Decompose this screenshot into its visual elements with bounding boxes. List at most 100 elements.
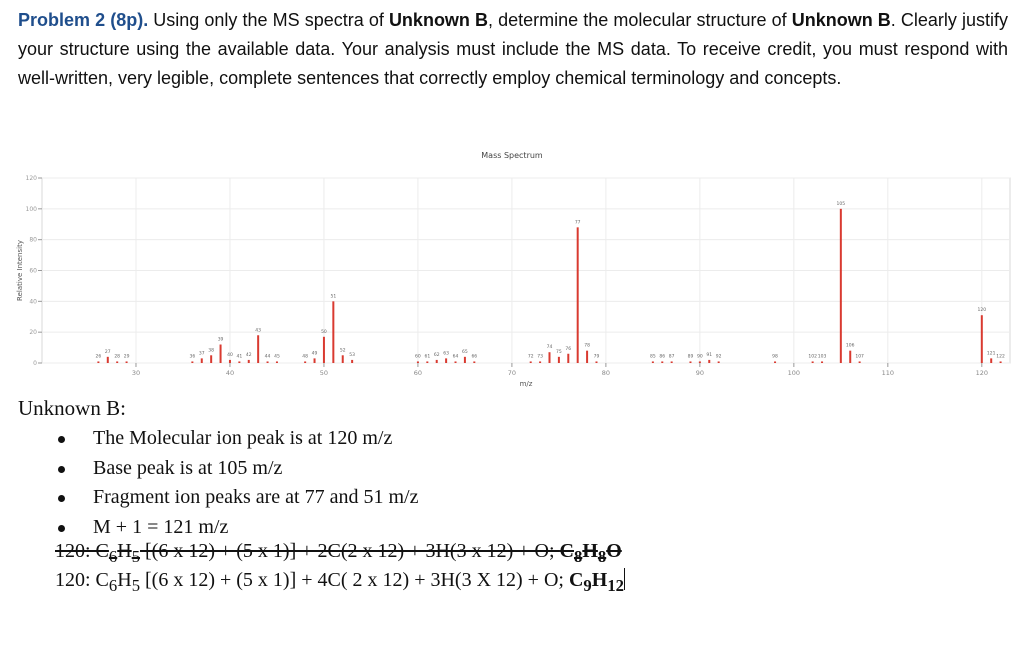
peak-bar [351, 359, 354, 363]
peak-label: 48 [302, 353, 308, 359]
peak-bar [228, 359, 231, 363]
formula-sub: 9 [583, 576, 592, 595]
y-tick-label: 80 [29, 237, 37, 244]
peak-label: 86 [659, 353, 665, 359]
x-tick-label: 110 [882, 369, 894, 377]
peak-bar [689, 361, 692, 363]
peak-bar [708, 359, 711, 363]
peak-label: 105 [837, 201, 846, 207]
peak-bar [445, 358, 448, 363]
peak-bar [332, 301, 335, 363]
peak-bar [97, 361, 100, 363]
y-tick-label: 40 [29, 298, 37, 305]
peak-bar [313, 358, 316, 363]
peak-bar [191, 361, 194, 363]
peak-label: 61 [424, 353, 430, 359]
y-tick-label: 100 [26, 206, 38, 213]
list-item: Fragment ion peaks are at 77 and 51 m/z [58, 483, 418, 513]
peak-bar [858, 361, 861, 363]
peak-label: 87 [669, 353, 675, 359]
peak-bar [426, 361, 429, 363]
peak-label: 53 [349, 352, 355, 358]
problem-text-2: , determine the molecular structure of [488, 10, 792, 30]
peak-label: 41 [236, 353, 242, 359]
x-tick-label: 60 [414, 369, 422, 377]
peak-bar [238, 361, 241, 363]
observation-list: The Molecular ion peak is at 120 m/z Bas… [58, 424, 418, 542]
peak-label: 28 [114, 353, 120, 359]
peak-label: 74 [547, 344, 553, 350]
peak-bar [774, 361, 777, 363]
peak-label: 62 [434, 352, 440, 358]
peak-label: 106 [846, 343, 855, 349]
formula-sub: 8 [597, 547, 607, 566]
peak-label: 45 [274, 353, 280, 359]
peak-label: 39 [218, 337, 224, 343]
peak-label: 40 [227, 352, 233, 358]
peak-bar [463, 356, 466, 363]
peak-bar [200, 358, 203, 363]
peak-bar [435, 359, 438, 363]
peak-label: 120 [978, 307, 987, 313]
final-formula-line: 120: C6H5 [(6 x 12) + (5 x 1)] + 4C( 2 x… [55, 568, 625, 596]
peak-bar [116, 361, 119, 363]
formula-sub: 5 [131, 576, 141, 595]
peak-label: 65 [462, 349, 468, 355]
peak-bar [821, 361, 824, 363]
peak-bar [416, 361, 419, 363]
formula-sub: 6 [108, 547, 118, 566]
peak-label: 64 [453, 353, 459, 359]
y-tick-label: 60 [29, 268, 37, 275]
peak-bar [576, 227, 579, 363]
formula-sub: 8 [573, 547, 583, 566]
peak-label: 50 [321, 329, 327, 335]
peak-bar [567, 353, 570, 363]
formula-result: C [559, 540, 574, 562]
x-tick-label: 40 [226, 369, 234, 377]
x-tick-label: 80 [602, 369, 610, 377]
peak-bar [651, 361, 654, 363]
peak-bar [219, 344, 222, 363]
x-tick-label: 120 [976, 369, 988, 377]
struck-formula-line: 120: C6H5 [(6 x 12) + (5 x 1)] + 2C(2 x … [55, 540, 622, 567]
peak-label: 43 [255, 327, 261, 333]
list-item: Base peak is at 105 m/z [58, 454, 418, 484]
peak-label: 90 [697, 353, 703, 359]
peak-label: 79 [594, 353, 600, 359]
formula-h: H [117, 569, 132, 591]
peak-label: 75 [556, 349, 562, 355]
peak-label: 36 [190, 353, 196, 359]
peak-bar [266, 361, 269, 363]
peak-label: 76 [565, 346, 571, 352]
peak-label: 38 [208, 347, 214, 353]
peak-label: 52 [340, 347, 346, 353]
peak-bar [539, 361, 542, 363]
peak-bar [999, 361, 1002, 363]
x-axis-label: m/z [520, 380, 533, 388]
formula-result: H [582, 540, 598, 562]
peak-bar [990, 358, 993, 363]
peak-bar [210, 355, 213, 363]
peak-bar [839, 208, 842, 363]
peak-bar [548, 352, 551, 363]
x-tick-label: 50 [320, 369, 328, 377]
peak-label: 98 [772, 353, 778, 359]
y-tick-label: 20 [29, 329, 37, 336]
peak-bar [595, 361, 598, 363]
formula-sub: 5 [131, 547, 141, 566]
peak-bar [717, 361, 720, 363]
peak-bar [811, 361, 814, 363]
formula-middle: [(6 x 12) + (5 x 1)] + 2C(2 x 12) + 3H(3… [140, 540, 560, 562]
peak-label: 63 [443, 350, 449, 356]
peak-bar [670, 361, 673, 363]
problem-statement: Problem 2 (8p). Using only the MS spectr… [18, 6, 1008, 93]
peak-label: 72 [528, 353, 534, 359]
peak-label: 51 [330, 293, 336, 299]
chart-title: Mass Spectrum [481, 151, 543, 160]
formula-sub: 6 [108, 576, 118, 595]
peak-bar [557, 356, 560, 363]
peak-label: 121 [987, 350, 996, 356]
peak-label: 66 [471, 353, 477, 359]
peak-label: 89 [688, 353, 694, 359]
formula-result: C [568, 569, 584, 591]
